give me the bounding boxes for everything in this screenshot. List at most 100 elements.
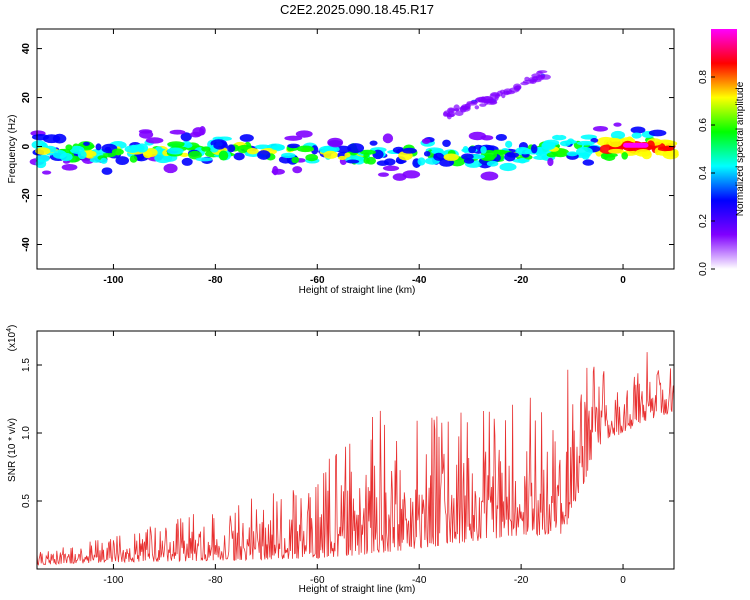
spectrogram-blob [35,159,47,169]
spectrogram-blob [281,152,296,159]
spectrogram-blob [423,150,431,157]
spectrogram-blob [227,144,236,153]
spectrogram-blob [376,160,389,166]
spectrogram-blob [603,153,616,161]
spectrogram-blob [646,140,655,150]
spectrogram-blob [486,160,499,167]
spectrogram-blobs [29,70,679,181]
spectrogram-blob [528,76,538,82]
spectrogram-blob [630,126,646,134]
spectrogram-blob [488,98,498,105]
spectrogram-blob [323,150,338,159]
spectrogram-blob [346,159,360,164]
spectrogram-blob [537,70,548,74]
spectrogram-blob [52,133,67,144]
spectrogram-peak-band [623,142,649,148]
spectrogram-blob [145,137,164,144]
spectrogram-blob [65,144,73,151]
spectrogram-blob [421,138,431,144]
spectrogram-blob [334,145,352,153]
spectrogram-blob [546,152,558,158]
spectrogram-blob [621,152,628,160]
spectrogram-blob [513,85,521,92]
spectrogram-blob [61,163,78,171]
spectrogram-y-tick-label: 20 [21,92,32,104]
spectrogram-blob [124,145,140,153]
spectrogram-blob [180,132,192,142]
spectrogram-blob [474,105,480,110]
spectrogram-blob [479,103,487,107]
spectrogram-blob [581,152,590,160]
spectrogram-blob [291,156,300,164]
spectrogram-y-tick-label: 0 [21,143,32,149]
spectrogram-blob [201,146,211,152]
spectrogram-blob [129,155,138,163]
spectrogram-blob [271,168,285,175]
snr-x-tick-label: -80 [208,575,223,586]
spectrogram-blob [499,162,517,172]
spectrogram-blob [590,138,599,143]
colorbar-tick-label: 0.4 [698,166,709,180]
spectrogram-blob [631,132,642,139]
spectrogram-y-tick-label: 40 [21,43,32,55]
spectrogram-blob [284,135,303,141]
spectrogram-blob [35,147,51,155]
spectrogram-blob [555,128,565,136]
spectrogram-blob [138,129,153,134]
spectrogram-blob [327,137,344,148]
spectrogram-blob [547,157,554,167]
spectrogram-blob [461,153,474,160]
spectrogram-blob [347,143,365,153]
spectrogram-blob [184,142,193,149]
snr-series-line [36,352,675,566]
spectrogram-blob [468,131,487,141]
spectrogram-blob [530,144,538,154]
spectrogram-blob [610,130,626,140]
colorbar: 0.0 0.2 0.4 0.6 0.8 Normalized spectral ampl… [698,29,746,276]
spectrogram-blob [517,157,527,164]
snr-y-axis: 0.5 1.0 1.5 [21,358,674,508]
spectrogram-x-tick-label: -100 [103,275,123,286]
spectrogram-blob [271,145,282,151]
colorbar-label: Normalized spectral amplitude [735,81,746,216]
spectrogram-blob [142,149,153,159]
snr-x-tick-label: 0 [620,575,626,586]
snr-y-tick-label: 0.5 [21,494,32,508]
spectrogram-blob [52,149,67,159]
spectrogram-blob [257,150,271,160]
spectrogram-blob [448,108,455,112]
spectrogram-blob [447,111,456,118]
spectrogram-blob [83,141,90,146]
spectrogram-blob [459,106,467,113]
spectrogram-blob [648,129,667,137]
spectrogram-blob [527,169,542,177]
spectrogram-blob [495,134,507,141]
snr-x-axis: -100 -80 -60 -40 -20 0 [103,331,626,586]
spectrogram-blob [115,156,130,166]
snr-x-axis-title: Height of straight line (km) [299,584,416,595]
spectrogram-blob [540,74,551,80]
spectrogram-blob [442,139,451,147]
colorbar-gradient [711,29,737,269]
spectrogram-blob [506,152,520,158]
spectrogram-blob [635,149,652,157]
spectrogram-blob [431,149,445,155]
spectrogram-blob [468,146,477,154]
spectrogram-blob [41,170,52,175]
spectrogram-y-tick-label: -40 [21,237,32,252]
spectrogram-x-tick-label: -20 [514,275,529,286]
spectrogram-blob [344,152,351,158]
spectrogram-blob [213,141,226,150]
spectrogram-blob [338,155,347,160]
spectrogram-blob [296,145,314,153]
spectrogram-blob [77,150,87,160]
spectrogram-x-axis: -100 -80 -60 -40 -20 0 [103,29,626,286]
spectrogram-blob [505,140,513,148]
spectrogram-blob [95,143,102,151]
spectrogram-blob [518,147,532,155]
spectrogram-blob [564,139,578,144]
spectrogram-blob [494,94,499,101]
spectrogram-blob [608,148,624,154]
spectrogram-y-tick-label: -20 [21,188,32,203]
spectrogram-blob [505,90,516,95]
